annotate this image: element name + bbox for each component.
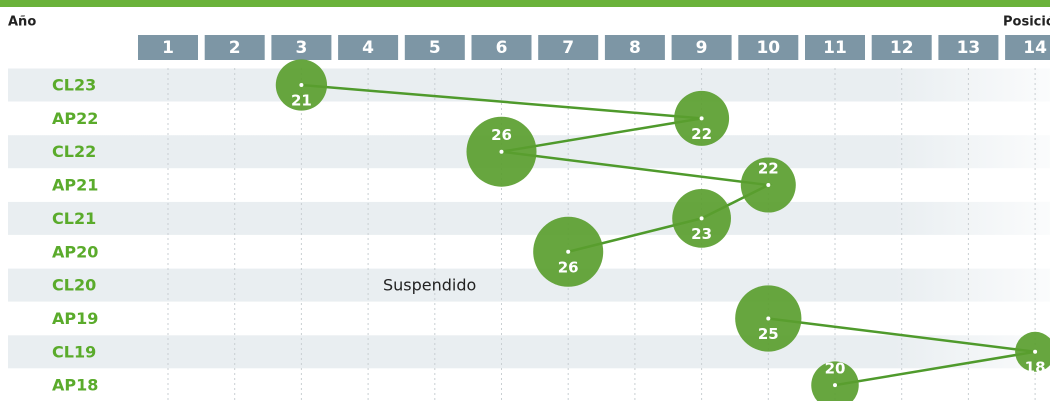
- row-stripe: [8, 68, 1050, 102]
- x-tick-box: [1005, 35, 1050, 60]
- category-label: AP18: [52, 376, 98, 395]
- annotation: Suspendido: [383, 276, 476, 295]
- bubble-label: 21: [291, 92, 312, 110]
- category-label: AP22: [52, 109, 98, 128]
- x-tick-box: [138, 35, 198, 60]
- category-label: AP20: [52, 242, 98, 261]
- category-label: AP21: [52, 176, 98, 195]
- x-tick-box: [938, 35, 999, 60]
- bubble-center: [766, 316, 771, 321]
- bubble-label: 23: [691, 225, 712, 243]
- x-tick-label: 4: [362, 38, 374, 58]
- bubble-center: [699, 116, 704, 121]
- bubble-label: 18: [1025, 358, 1046, 376]
- x-tick-label: 10: [756, 38, 780, 58]
- x-axis-label: Posición: [1003, 15, 1050, 30]
- x-tick-box: [738, 35, 799, 60]
- x-tick-label: 13: [957, 38, 981, 58]
- x-tick-box: [338, 35, 399, 60]
- x-tick-box: [404, 35, 465, 60]
- bubble-center: [766, 183, 771, 188]
- x-tick-label: 8: [629, 38, 641, 58]
- category-label: CL19: [52, 342, 96, 361]
- x-tick-label: 1: [162, 38, 174, 58]
- bubble-center: [699, 216, 704, 221]
- x-tick-box: [805, 35, 865, 60]
- row-stripe: [8, 335, 1050, 369]
- row-stripe: [8, 268, 1050, 302]
- x-tick-label: 12: [890, 38, 914, 58]
- bubble-label: 26: [558, 258, 579, 276]
- x-tick-label: 7: [562, 38, 574, 58]
- bubble-label: 26: [491, 126, 512, 144]
- x-tick-box: [204, 35, 265, 60]
- bubble-center: [299, 83, 304, 87]
- x-tick-label: 3: [295, 38, 307, 58]
- bubble-label: 25: [758, 325, 779, 343]
- bubble-label: 20: [825, 360, 846, 378]
- x-tick-label: 6: [496, 38, 508, 58]
- x-tick-box: [671, 35, 732, 60]
- category-label: AP19: [52, 309, 98, 328]
- x-tick-box: [271, 35, 332, 60]
- row-stripe: [8, 201, 1050, 235]
- x-tick-label: 14: [1023, 38, 1047, 58]
- x-tick-box: [871, 35, 932, 60]
- bubble: [811, 361, 859, 401]
- bubble-center: [833, 383, 837, 388]
- x-tick-label: 9: [696, 38, 708, 58]
- category-label: CL22: [52, 142, 96, 161]
- x-tick-label: 11: [823, 38, 847, 58]
- rows-layer: CL23 AP22 CL22 AP21 CL21 AP20 CL20 AP19 CL19 AP18: [8, 68, 1050, 395]
- bubble-center: [499, 149, 504, 154]
- bubble-label: 22: [758, 160, 779, 178]
- bubble-label: 22: [691, 125, 712, 143]
- x-tick-box: [538, 35, 599, 60]
- x-tick-label: 5: [429, 38, 441, 58]
- top-bar: [0, 0, 1050, 7]
- ticks-layer: 1 2 3 4 5 6 7 8 9 10 11 12 13 14: [138, 35, 1050, 60]
- category-label: CL23: [52, 76, 96, 95]
- bubble-center: [1033, 349, 1038, 354]
- category-label: CL21: [52, 209, 96, 228]
- category-label: CL20: [52, 276, 96, 295]
- labels-layer: 21 22 26 22 23 26 25 18 20 Suspendido: [291, 83, 1046, 388]
- x-tick-label: 2: [229, 38, 241, 58]
- bubble-center: [566, 249, 571, 254]
- y-axis-label: Año: [8, 15, 36, 30]
- x-tick-box: [604, 35, 665, 60]
- x-tick-box: [471, 35, 532, 60]
- bubble: [1015, 331, 1050, 372]
